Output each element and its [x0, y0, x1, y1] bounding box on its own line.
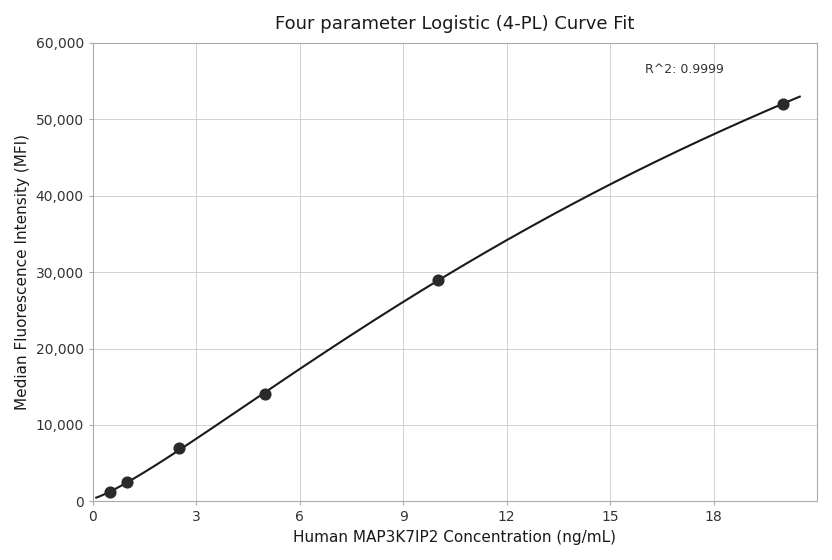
Point	[776, 100, 790, 109]
Y-axis label: Median Fluorescence Intensity (MFI): Median Fluorescence Intensity (MFI)	[15, 134, 30, 410]
Point	[431, 276, 444, 284]
X-axis label: Human MAP3K7IP2 Concentration (ng/mL): Human MAP3K7IP2 Concentration (ng/mL)	[294, 530, 617, 545]
Point	[103, 488, 116, 497]
Point	[259, 390, 272, 399]
Text: R^2: 0.9999: R^2: 0.9999	[645, 63, 724, 77]
Point	[121, 478, 134, 487]
Point	[172, 444, 186, 452]
Title: Four parameter Logistic (4-PL) Curve Fit: Four parameter Logistic (4-PL) Curve Fit	[275, 15, 635, 33]
